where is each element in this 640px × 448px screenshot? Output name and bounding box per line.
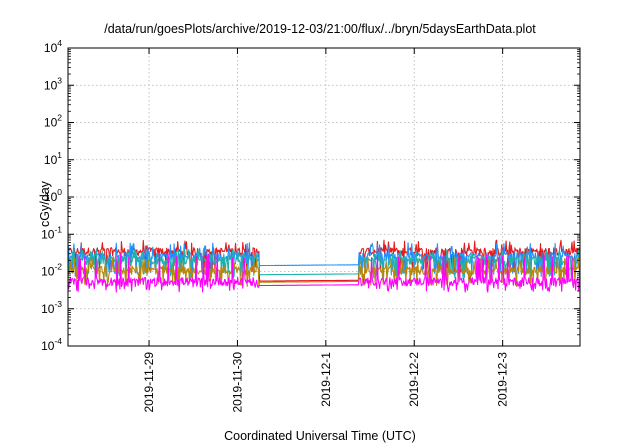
x-tick-label: 2019-11-30 (230, 352, 244, 413)
y-tick-label: 101 (44, 150, 62, 167)
x-tick-label: 2019-11-29 (142, 352, 156, 413)
y-tick-label: 102 (44, 113, 62, 130)
y-tick-exponent: 2 (57, 113, 62, 123)
y-tick-exponent: 4 (57, 38, 62, 48)
y-tick-label: 10-1 (41, 224, 62, 241)
y-tick-label: 100 (44, 187, 62, 204)
y-tick-base: 10 (44, 116, 58, 130)
y-tick-label: 103 (44, 75, 62, 92)
series-line-4 (67, 256, 581, 287)
y-tick-base: 10 (44, 153, 58, 167)
y-tick-base: 10 (44, 190, 58, 204)
series-line-2 (67, 242, 581, 278)
y-tick-label: 10-4 (41, 336, 62, 353)
y-tick-label: 10-3 (41, 299, 62, 316)
y-tick-base: 10 (41, 339, 55, 353)
x-axis-label: Coordinated Universal Time (UTC) (224, 429, 416, 443)
series-layer (67, 239, 581, 293)
y-tick-label: 10-2 (41, 262, 62, 279)
x-tick-label: 2019-12-1 (319, 352, 333, 407)
y-tick-exponent: -4 (54, 336, 62, 346)
chart-title: /data/run/goesPlots/archive/2019-12-03/2… (104, 22, 536, 36)
y-tick-exponent: -1 (54, 224, 62, 234)
y-tick-base: 10 (41, 227, 55, 241)
axis-ticks: 10-410-310-210-11001011021031042019-11-2… (41, 38, 580, 413)
y-tick-exponent: 1 (57, 150, 62, 160)
grid-lines (68, 48, 580, 346)
y-tick-exponent: -2 (54, 262, 62, 272)
x-tick-label: 2019-12-2 (407, 352, 421, 407)
y-tick-exponent: -3 (54, 299, 62, 309)
y-tick-base: 10 (41, 265, 55, 279)
y-tick-base: 10 (44, 78, 58, 92)
y-tick-label: 104 (44, 38, 62, 55)
x-tick-label: 2019-12-3 (496, 352, 510, 407)
y-tick-base: 10 (44, 41, 58, 55)
y-tick-exponent: 0 (57, 187, 62, 197)
series-line-3 (67, 248, 581, 280)
y-tick-base: 10 (41, 302, 55, 316)
y-tick-exponent: 3 (57, 75, 62, 85)
series-line-5 (67, 253, 581, 293)
